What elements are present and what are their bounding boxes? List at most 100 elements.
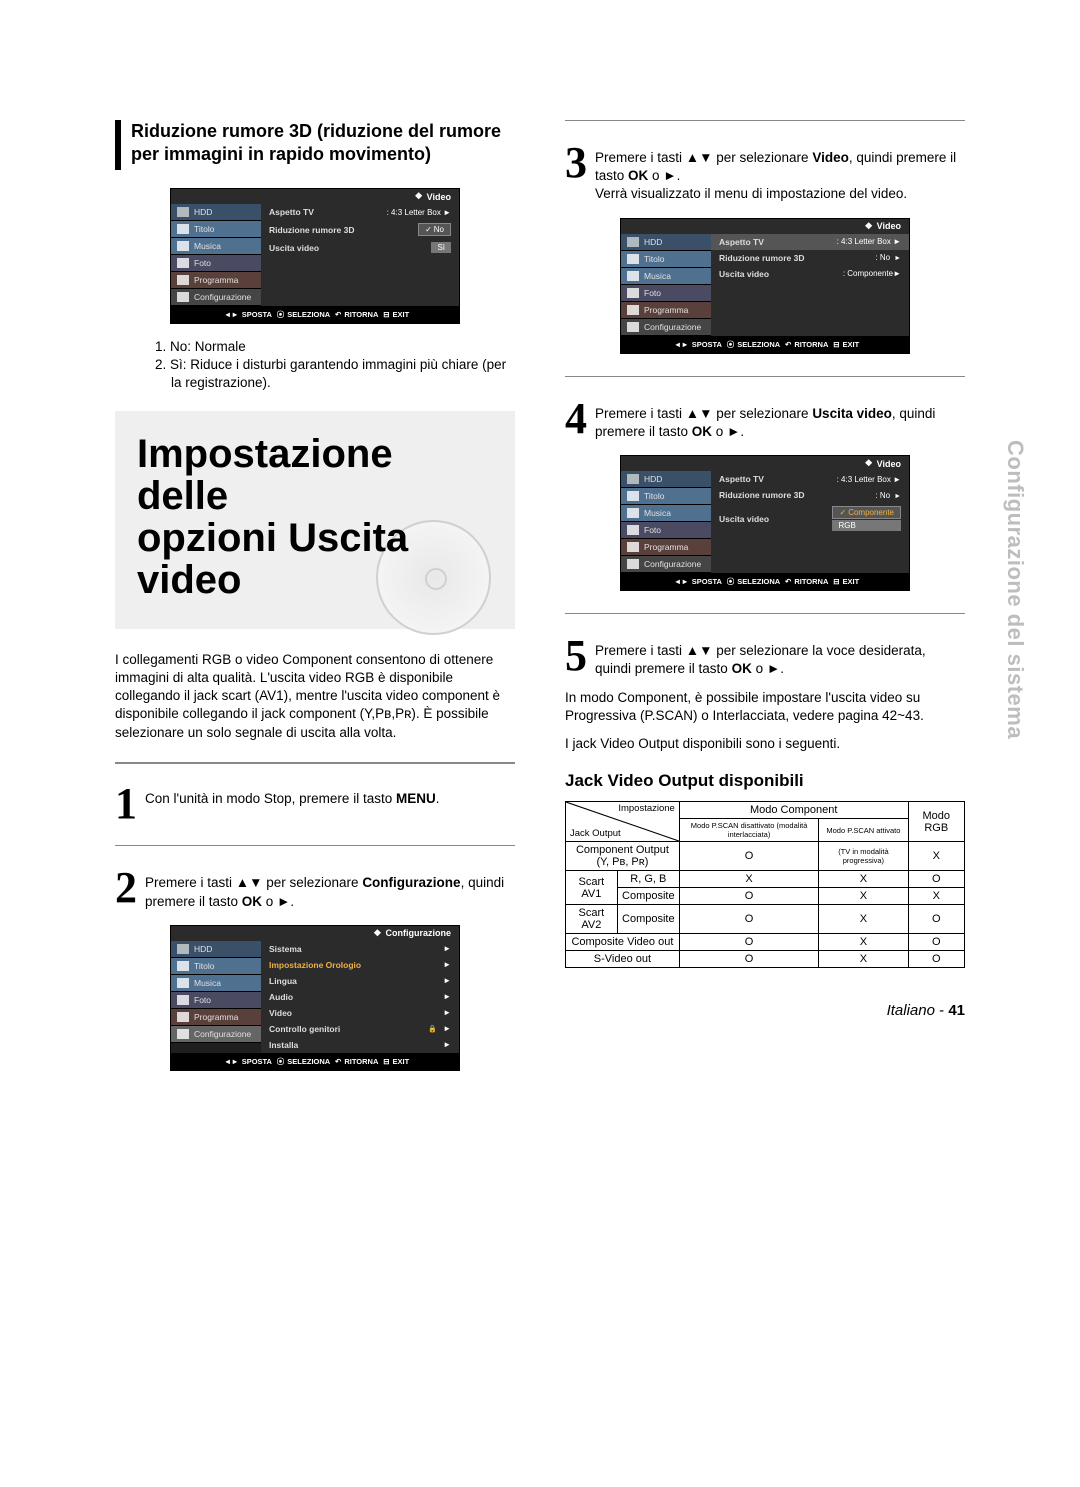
osd-panel-video-1: ❖Video HDD Titolo Musica Foto Programma … xyxy=(170,188,460,324)
table-row-label: R, G, B xyxy=(617,871,679,888)
gear-icon xyxy=(627,559,639,569)
sidebar-item-musica: Musica xyxy=(171,238,261,255)
hdd-icon xyxy=(177,207,189,217)
sidebar-item-programma: Programma xyxy=(621,539,711,556)
program-icon xyxy=(177,1012,189,1022)
panel-title: Video xyxy=(877,459,901,469)
sidebar-item-programma: Programma xyxy=(621,302,711,319)
music-icon xyxy=(627,271,639,281)
jack-heading: Jack Video Output disponibili xyxy=(565,771,965,791)
music-icon xyxy=(177,241,189,251)
divider xyxy=(115,762,515,764)
table-cell: X xyxy=(679,871,818,888)
diamond-icon: ❖ xyxy=(865,458,873,469)
page-footer: Italiano - 41 xyxy=(565,1002,965,1019)
table-cell: (TV in modalità progressiva) xyxy=(819,842,908,871)
title-icon xyxy=(627,491,639,501)
intro-paragraph: I collegamenti RGB o video Component con… xyxy=(115,651,515,742)
heading-bar xyxy=(115,120,121,170)
table-cell: X xyxy=(908,842,965,871)
sidebar-item-titolo: Titolo xyxy=(171,958,261,975)
section-title-box: Impostazione delle opzioni Uscita video xyxy=(115,411,515,629)
table-row-label: Scart AV2 xyxy=(566,905,618,934)
option-rgb: RGB xyxy=(832,520,901,531)
table-row-label: Scart AV1 xyxy=(566,871,618,905)
diamond-icon: ❖ xyxy=(865,221,873,232)
title-icon xyxy=(177,224,189,234)
step-4: 4 Premere i tasti ▲▼ per selezionare Usc… xyxy=(565,399,965,441)
table-cell: X xyxy=(819,905,908,934)
noise-option-list: 1. No: Normale 2. Sì: Riduce i disturbi … xyxy=(155,338,515,393)
table-cell: X xyxy=(908,888,965,905)
option-si: Sì xyxy=(431,242,451,253)
osd-panel-config: ❖Configurazione HDD Titolo Musica Foto P… xyxy=(170,925,460,1071)
photo-icon xyxy=(627,525,639,535)
table-subheader: Modo P.SCAN disattivato (modalità interl… xyxy=(679,819,818,842)
osd-legend: ◄►SPOSTA ⦿SELEZIONA ↶RITORNA ⊟EXIT xyxy=(621,336,909,353)
body-text: I jack Video Output disponibili sono i s… xyxy=(565,735,965,753)
step-number: 1 xyxy=(115,784,137,824)
table-cell: O xyxy=(908,934,965,951)
table-cell: O xyxy=(679,888,818,905)
sidebar-item-config: Configurazione xyxy=(171,289,261,306)
sidebar-item-hdd: HDD xyxy=(171,941,261,958)
big-title-line: Impostazione delle xyxy=(137,432,393,518)
sidebar-item-musica: Musica xyxy=(621,268,711,285)
table-cell: O xyxy=(908,951,965,968)
program-icon xyxy=(177,275,189,285)
sidebar-item-hdd: HDD xyxy=(171,204,261,221)
step-5: 5 Premere i tasti ▲▼ per selezionare la … xyxy=(565,636,965,678)
divider xyxy=(115,845,515,846)
hdd-icon xyxy=(627,474,639,484)
table-header: Modo RGB xyxy=(908,802,965,842)
lock-icon: 🔒 xyxy=(428,1025,437,1033)
photo-icon xyxy=(177,258,189,268)
sidebar-item-config: Configurazione xyxy=(621,556,711,573)
photo-icon xyxy=(627,288,639,298)
table-row-label: Composite xyxy=(617,888,679,905)
table-row-label: S-Video out xyxy=(566,951,680,968)
osd-panel-video-3: ❖Video HDD Titolo Musica Foto Programma … xyxy=(620,455,910,591)
sidebar-item-musica: Musica xyxy=(621,505,711,522)
step-number: 3 xyxy=(565,143,587,183)
panel-title: Video xyxy=(877,221,901,231)
step-number: 4 xyxy=(565,399,587,439)
divider xyxy=(565,376,965,377)
hdd-icon xyxy=(627,237,639,247)
step-number: 5 xyxy=(565,636,587,676)
title-icon xyxy=(627,254,639,264)
music-icon xyxy=(627,508,639,518)
step-number: 2 xyxy=(115,868,137,908)
sidebar-item-config: Configurazione xyxy=(621,319,711,336)
jack-output-table: Impostazione Jack Output Modo Component … xyxy=(565,801,965,968)
option-no: No xyxy=(418,223,451,236)
table-cell: O xyxy=(679,842,818,871)
table-cell: X xyxy=(819,951,908,968)
sidebar-item-titolo: Titolo xyxy=(621,251,711,268)
photo-icon xyxy=(177,995,189,1005)
table-cell: O xyxy=(908,871,965,888)
step-3: 3 Premere i tasti ▲▼ per selezionare Vid… xyxy=(565,143,965,204)
sidebar-item-foto: Foto xyxy=(621,522,711,539)
table-row-label: Composite Video out xyxy=(566,934,680,951)
table-cell: O xyxy=(679,934,818,951)
sidebar-item-hdd: HDD xyxy=(621,471,711,488)
panel-title: Configurazione xyxy=(386,928,452,938)
hdd-icon xyxy=(177,944,189,954)
table-row-label: Component Output(Y, Pʙ, Pʀ) xyxy=(566,842,680,871)
program-icon xyxy=(627,542,639,552)
sidebar-item-foto: Foto xyxy=(621,285,711,302)
table-row-label: Composite xyxy=(617,905,679,934)
title-icon xyxy=(177,961,189,971)
option-componente: Componente xyxy=(832,506,901,519)
table-cell: X xyxy=(819,934,908,951)
table-header: Modo Component xyxy=(679,802,908,819)
sidebar-item-musica: Musica xyxy=(171,975,261,992)
table-cell: X xyxy=(819,888,908,905)
body-text: In modo Component, è possibile impostare… xyxy=(565,689,965,725)
sidebar-item-foto: Foto xyxy=(171,255,261,272)
section-heading: Riduzione rumore 3D (riduzione del rumor… xyxy=(131,120,515,167)
sidebar-item-config: Configurazione xyxy=(171,1026,261,1043)
osd-legend: ◄►SPOSTA ⦿SELEZIONA ↶RITORNA ⊟EXIT xyxy=(171,1053,459,1070)
diamond-icon: ❖ xyxy=(415,191,423,202)
